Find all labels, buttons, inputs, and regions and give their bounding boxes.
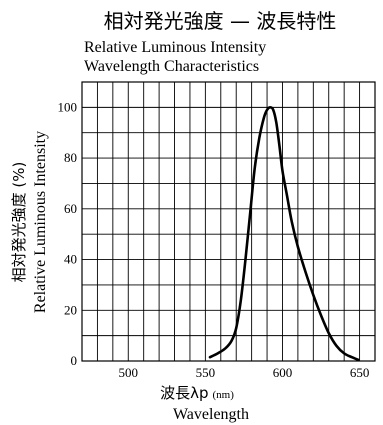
y-axis-label-en: Relative Luminous Intensity: [32, 131, 49, 313]
x-axis-label-en: Wavelength: [173, 406, 249, 423]
grid: [82, 82, 375, 361]
x-axis-label-unit: (nm): [213, 389, 235, 401]
y-tick-label: 80: [64, 150, 77, 165]
x-axis-label-jp: 波長λp: [160, 384, 208, 402]
chart-title-en-line2: Wavelength Characteristics: [84, 58, 259, 75]
x-tick-label: 600: [273, 365, 293, 380]
tick-labels: 0 20 40 60 80 100 500 550 600 650: [58, 99, 370, 380]
x-tick-label: 650: [350, 365, 370, 380]
y-tick-label: 20: [64, 302, 77, 317]
y-tick-label: 60: [64, 201, 77, 216]
y-axis-label-jp: 相対発光強度 (%): [10, 162, 28, 283]
series-line: [208, 106, 360, 362]
x-tick-label: 550: [196, 365, 216, 380]
plot-frame: [81, 81, 376, 362]
chart-title-jp: 相対発光強度 — 波長特性: [104, 9, 337, 33]
x-axis-label: 波長λp (nm): [160, 384, 234, 402]
y-tick-label: 100: [58, 99, 78, 114]
y-tick-label: 0: [71, 353, 78, 368]
y-tick-label: 40: [64, 252, 77, 267]
chart-title-en-line1: Relative Luminous Intensity: [84, 39, 266, 56]
x-tick-label: 500: [119, 365, 139, 380]
